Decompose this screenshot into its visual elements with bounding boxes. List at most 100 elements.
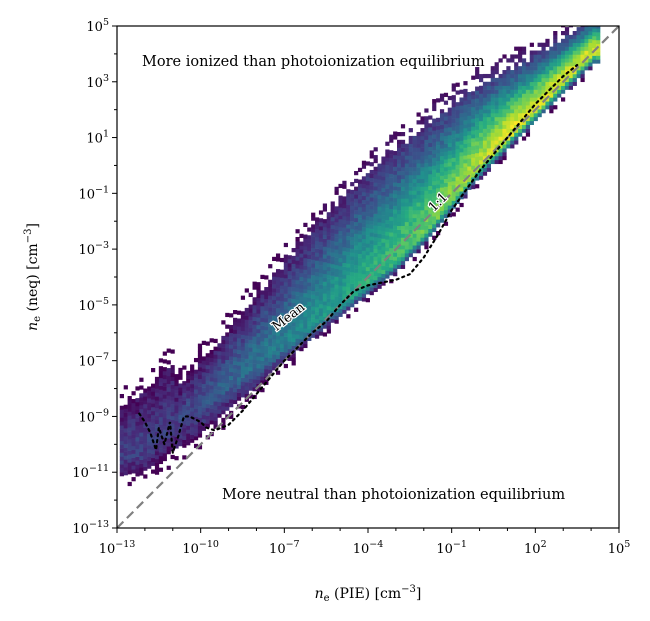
heatmap-cell (545, 101, 550, 106)
heatmap-cell (588, 8, 592, 12)
heatmap-cell (498, 159, 503, 165)
heatmap-cell (178, 367, 183, 373)
heatmap-cell (553, 54, 558, 59)
heatmap-cell (131, 465, 136, 470)
heatmap-cell (322, 289, 328, 294)
heatmap-cell (420, 186, 425, 191)
heatmap-cell (584, 46, 589, 51)
heatmap-cell (529, 101, 534, 106)
heatmap-cell (463, 174, 468, 179)
heatmap-cell (420, 241, 425, 246)
heatmap-cell (248, 374, 253, 380)
heatmap-cell (471, 145, 476, 151)
heatmap-cell (436, 191, 441, 197)
heatmap-cell (264, 275, 269, 280)
heatmap-cell (205, 415, 210, 420)
heatmap-cell (209, 385, 214, 390)
heatmap-cell (373, 217, 378, 222)
heatmap-cell (404, 194, 410, 199)
heatmap-cell (471, 161, 476, 166)
heatmap-cell (256, 375, 261, 381)
heatmap-cell (244, 323, 249, 328)
heatmap-cell (307, 246, 312, 252)
heatmap-cell (510, 128, 515, 133)
heatmap-cell (443, 124, 449, 129)
heatmap-cell (346, 236, 351, 241)
heatmap-cell (510, 112, 515, 118)
heatmap-cell (385, 211, 390, 217)
heatmap-cell (217, 347, 222, 352)
heatmap-cell (201, 360, 206, 365)
heatmap-cell (400, 143, 406, 148)
heatmap-cell (451, 99, 456, 104)
heatmap-cell (213, 405, 218, 410)
heatmap-cell (275, 272, 281, 278)
heatmap-cell (564, 31, 570, 36)
heatmap-cell (197, 390, 203, 395)
heatmap-cell (385, 219, 390, 224)
heatmap-cell (334, 214, 339, 219)
heatmap-cell (416, 159, 421, 164)
heatmap-cell (447, 111, 452, 116)
heatmap-cell (213, 409, 218, 414)
heatmap-cell (397, 253, 402, 258)
heatmap-cell (369, 287, 374, 292)
heatmap-cell (455, 121, 460, 126)
heatmap-cell (135, 405, 140, 411)
heatmap-cell (494, 132, 499, 137)
heatmap-cell (217, 382, 222, 387)
heatmap-cell (287, 266, 292, 272)
heatmap-cell (397, 182, 402, 187)
heatmap-cell (459, 183, 464, 188)
heatmap-cell (162, 433, 167, 438)
heatmap-cell (315, 229, 320, 234)
heatmap-cell (447, 123, 452, 128)
heatmap-cell (357, 253, 363, 258)
heatmap-cell (135, 437, 140, 442)
heatmap-cell (334, 315, 339, 320)
heatmap-cell (162, 398, 167, 403)
heatmap-cell (170, 404, 175, 409)
heatmap-cell (533, 109, 538, 114)
heatmap-cell (365, 298, 370, 303)
heatmap-cell (158, 432, 164, 437)
heatmap-cell (584, 19, 588, 23)
heatmap-cell (174, 374, 179, 379)
heatmap-cell (303, 246, 308, 251)
heatmap-cell (322, 297, 328, 302)
heatmap-cell (260, 337, 265, 342)
heatmap-cell (244, 350, 249, 356)
heatmap-cell (475, 74, 480, 80)
heatmap-cell (549, 58, 554, 63)
heatmap-cell (295, 318, 300, 324)
heatmap-cell (330, 201, 335, 206)
heatmap-cell (209, 408, 214, 413)
heatmap-cell (315, 283, 320, 288)
heatmap-cell (326, 302, 331, 307)
heatmap-cell (248, 347, 253, 352)
heatmap-cell (416, 198, 421, 203)
heatmap-cell (416, 151, 421, 156)
heatmap-cell (131, 457, 136, 462)
heatmap-cell (408, 139, 413, 144)
heatmap-cell (514, 81, 519, 86)
heatmap-cell (439, 210, 445, 215)
heatmap-cell (381, 261, 386, 267)
heatmap-cell (229, 367, 234, 373)
heatmap-cell (588, 34, 593, 40)
heatmap-cell (357, 257, 363, 262)
heatmap-cell (451, 181, 456, 186)
heatmap-cell (244, 370, 249, 375)
heatmap-cell (428, 185, 433, 190)
heatmap-cell (420, 229, 425, 234)
heatmap-cell (287, 255, 292, 260)
heatmap-cell (170, 415, 175, 421)
heatmap-cell (127, 466, 132, 471)
heatmap-cell (291, 302, 296, 307)
heatmap-cell (560, 38, 566, 44)
heatmap-cell (490, 101, 495, 106)
heatmap-cell (315, 299, 320, 304)
heatmap-cell (143, 396, 148, 401)
heatmap-cell (127, 458, 132, 463)
heatmap-cell (260, 372, 265, 377)
